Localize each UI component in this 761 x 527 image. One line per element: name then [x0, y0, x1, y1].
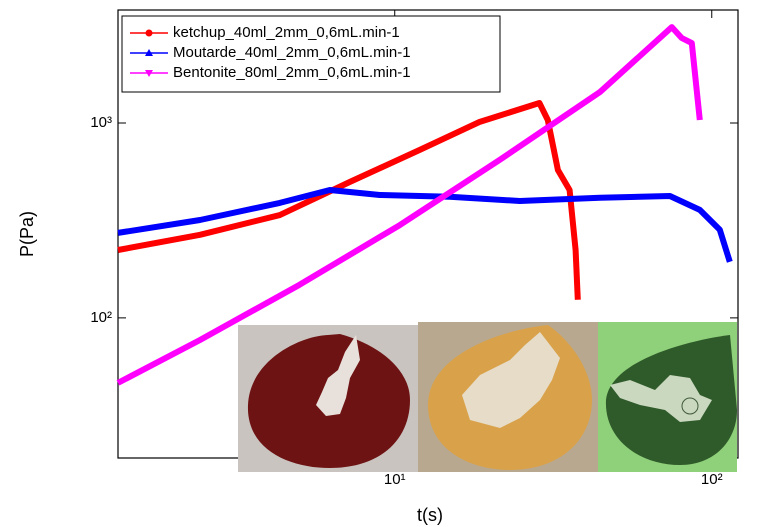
legend-marker: [145, 49, 153, 56]
y-tick-label: 10³: [90, 114, 112, 131]
series-lines: [116, 24, 733, 386]
moutarde-fracture: [462, 332, 560, 428]
y-axis-label: P(Pa): [17, 211, 37, 257]
x-tick-label: 10¹: [384, 471, 406, 488]
legend-marker: [145, 70, 153, 77]
series-line: [117, 187, 733, 263]
series-line: [116, 24, 703, 386]
legend-marker: [145, 29, 153, 37]
legend-label: Bentonite_80ml_2mm_0,6mL.min-1: [173, 64, 411, 81]
legend-label: ketchup_40ml_2mm_0,6mL.min-1: [173, 24, 400, 41]
bentonite-ring: [681, 397, 699, 415]
legend-label: Moutarde_40ml_2mm_0,6mL.min-1: [173, 44, 411, 61]
legend-box: [121, 15, 501, 93]
x-axis-label: t(s): [417, 505, 443, 525]
ketchup-fracture: [316, 335, 360, 416]
x-tick-label: 10²: [701, 471, 723, 488]
bentonite-fracture: [610, 375, 712, 422]
legend: ketchup_40ml_2mm_0,6mL.min-1 Moutarde_40m…: [121, 15, 501, 93]
inset-photos: [238, 322, 737, 472]
y-tick-label: 10²: [90, 309, 112, 326]
